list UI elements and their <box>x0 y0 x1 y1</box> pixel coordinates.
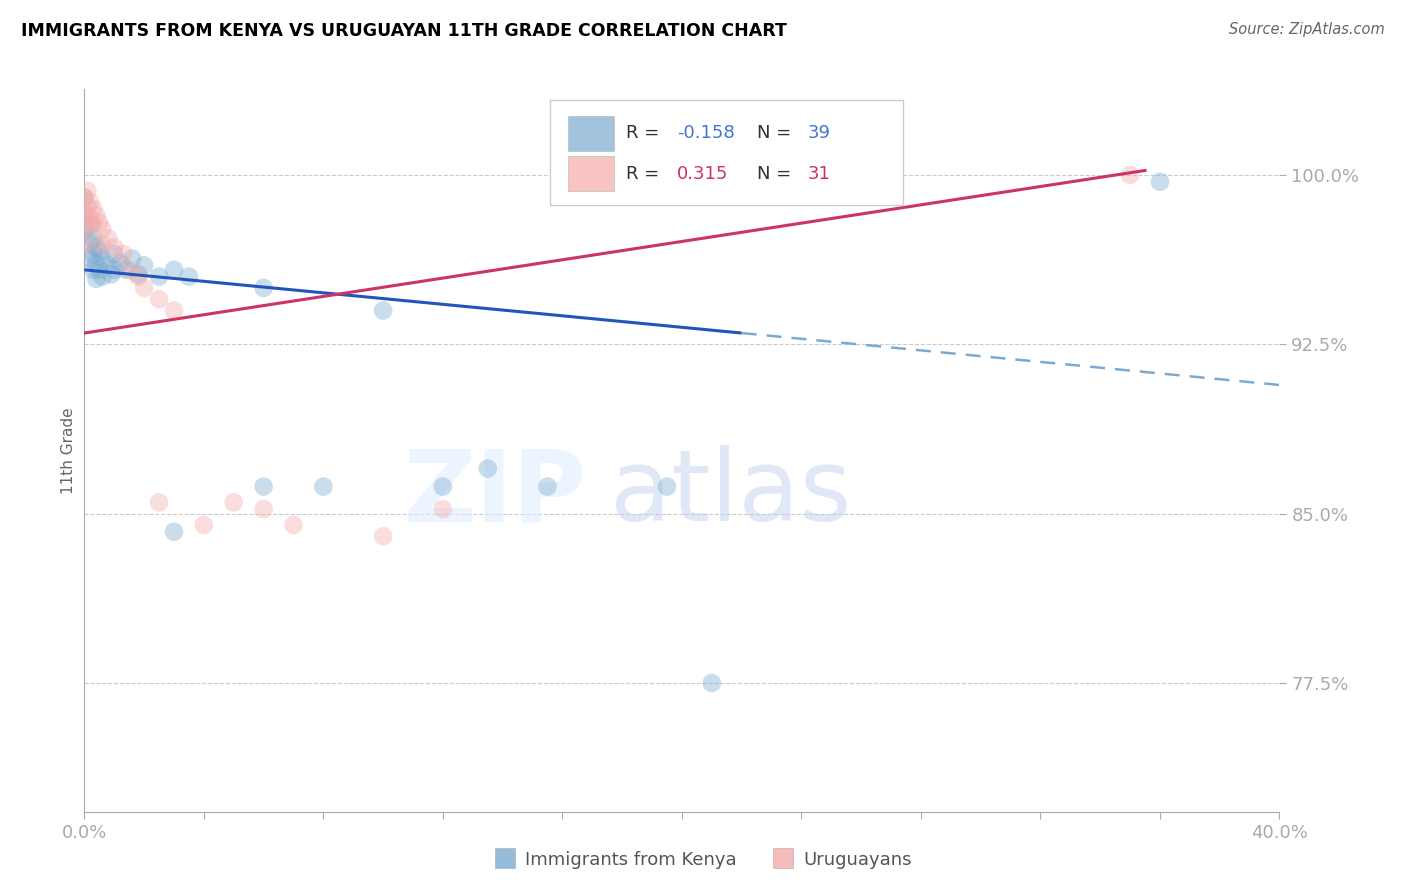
Point <box>112 247 135 261</box>
Point <box>89 215 111 229</box>
Text: -0.158: -0.158 <box>678 124 735 142</box>
Point <box>253 502 276 516</box>
Text: Source: ZipAtlas.com: Source: ZipAtlas.com <box>1229 22 1385 37</box>
Point <box>97 231 120 245</box>
Point <box>655 479 678 493</box>
Point <box>100 268 122 282</box>
Point <box>177 269 200 284</box>
Point <box>79 252 101 266</box>
Point <box>79 211 101 225</box>
Point <box>89 244 111 259</box>
Text: 31: 31 <box>807 165 831 183</box>
Point <box>121 252 143 266</box>
Text: IMMIGRANTS FROM KENYA VS URUGUAYAN 11TH GRADE CORRELATION CHART: IMMIGRANTS FROM KENYA VS URUGUAYAN 11TH … <box>21 22 787 40</box>
Point <box>132 281 156 295</box>
Point <box>148 269 170 284</box>
Point <box>115 262 138 277</box>
Point <box>86 240 108 254</box>
Text: R =: R = <box>626 165 671 183</box>
Point <box>312 479 335 493</box>
Point <box>127 269 149 284</box>
Point <box>82 262 104 277</box>
Point <box>91 269 114 284</box>
Text: N =: N = <box>758 124 797 142</box>
Point <box>82 218 104 232</box>
Point <box>193 518 215 533</box>
Point <box>1149 175 1171 189</box>
Point <box>79 235 101 250</box>
Point <box>76 184 98 198</box>
Y-axis label: 11th Grade: 11th Grade <box>60 407 76 494</box>
Point <box>163 524 186 539</box>
Point <box>82 202 104 216</box>
Point <box>86 209 108 223</box>
FancyBboxPatch shape <box>568 156 614 191</box>
Point <box>73 209 96 223</box>
Point <box>82 231 104 245</box>
Point <box>73 206 96 220</box>
Point <box>73 191 96 205</box>
Point <box>253 281 276 295</box>
Point <box>1119 168 1142 182</box>
Point <box>103 262 125 277</box>
Point <box>86 256 108 270</box>
Point <box>373 529 395 543</box>
Point <box>91 222 114 236</box>
Point <box>103 247 125 261</box>
Point <box>86 272 108 286</box>
Point <box>536 479 558 493</box>
Point <box>222 495 245 509</box>
Point <box>110 256 132 270</box>
Point <box>118 262 141 277</box>
Text: R =: R = <box>626 124 665 142</box>
Point <box>91 252 114 266</box>
Point <box>73 238 96 252</box>
Point <box>253 479 276 493</box>
Point <box>79 218 101 232</box>
Point <box>76 215 98 229</box>
Point <box>432 479 454 493</box>
Point <box>89 262 111 277</box>
Point <box>283 518 305 533</box>
Point <box>76 200 98 214</box>
Text: atlas: atlas <box>610 445 852 542</box>
Point <box>148 495 170 509</box>
Point <box>163 262 186 277</box>
Point <box>163 303 186 318</box>
Point <box>73 224 96 238</box>
Point <box>127 268 149 282</box>
Legend: Immigrants from Kenya, Uruguayans: Immigrants from Kenya, Uruguayans <box>486 844 920 876</box>
Point <box>103 240 125 254</box>
FancyBboxPatch shape <box>568 116 614 151</box>
Point <box>373 303 395 318</box>
Point <box>82 247 104 261</box>
Point <box>79 195 101 210</box>
Point <box>477 461 499 475</box>
Text: ZIP: ZIP <box>404 445 586 542</box>
Text: N =: N = <box>758 165 797 183</box>
Point <box>148 292 170 306</box>
Point <box>73 191 96 205</box>
Point <box>432 502 454 516</box>
Point <box>91 238 114 252</box>
Point <box>73 222 96 236</box>
Point <box>132 258 156 272</box>
Text: 39: 39 <box>807 124 831 142</box>
FancyBboxPatch shape <box>551 100 903 205</box>
Text: 0.315: 0.315 <box>678 165 728 183</box>
Point <box>700 676 723 690</box>
Point <box>97 258 120 272</box>
